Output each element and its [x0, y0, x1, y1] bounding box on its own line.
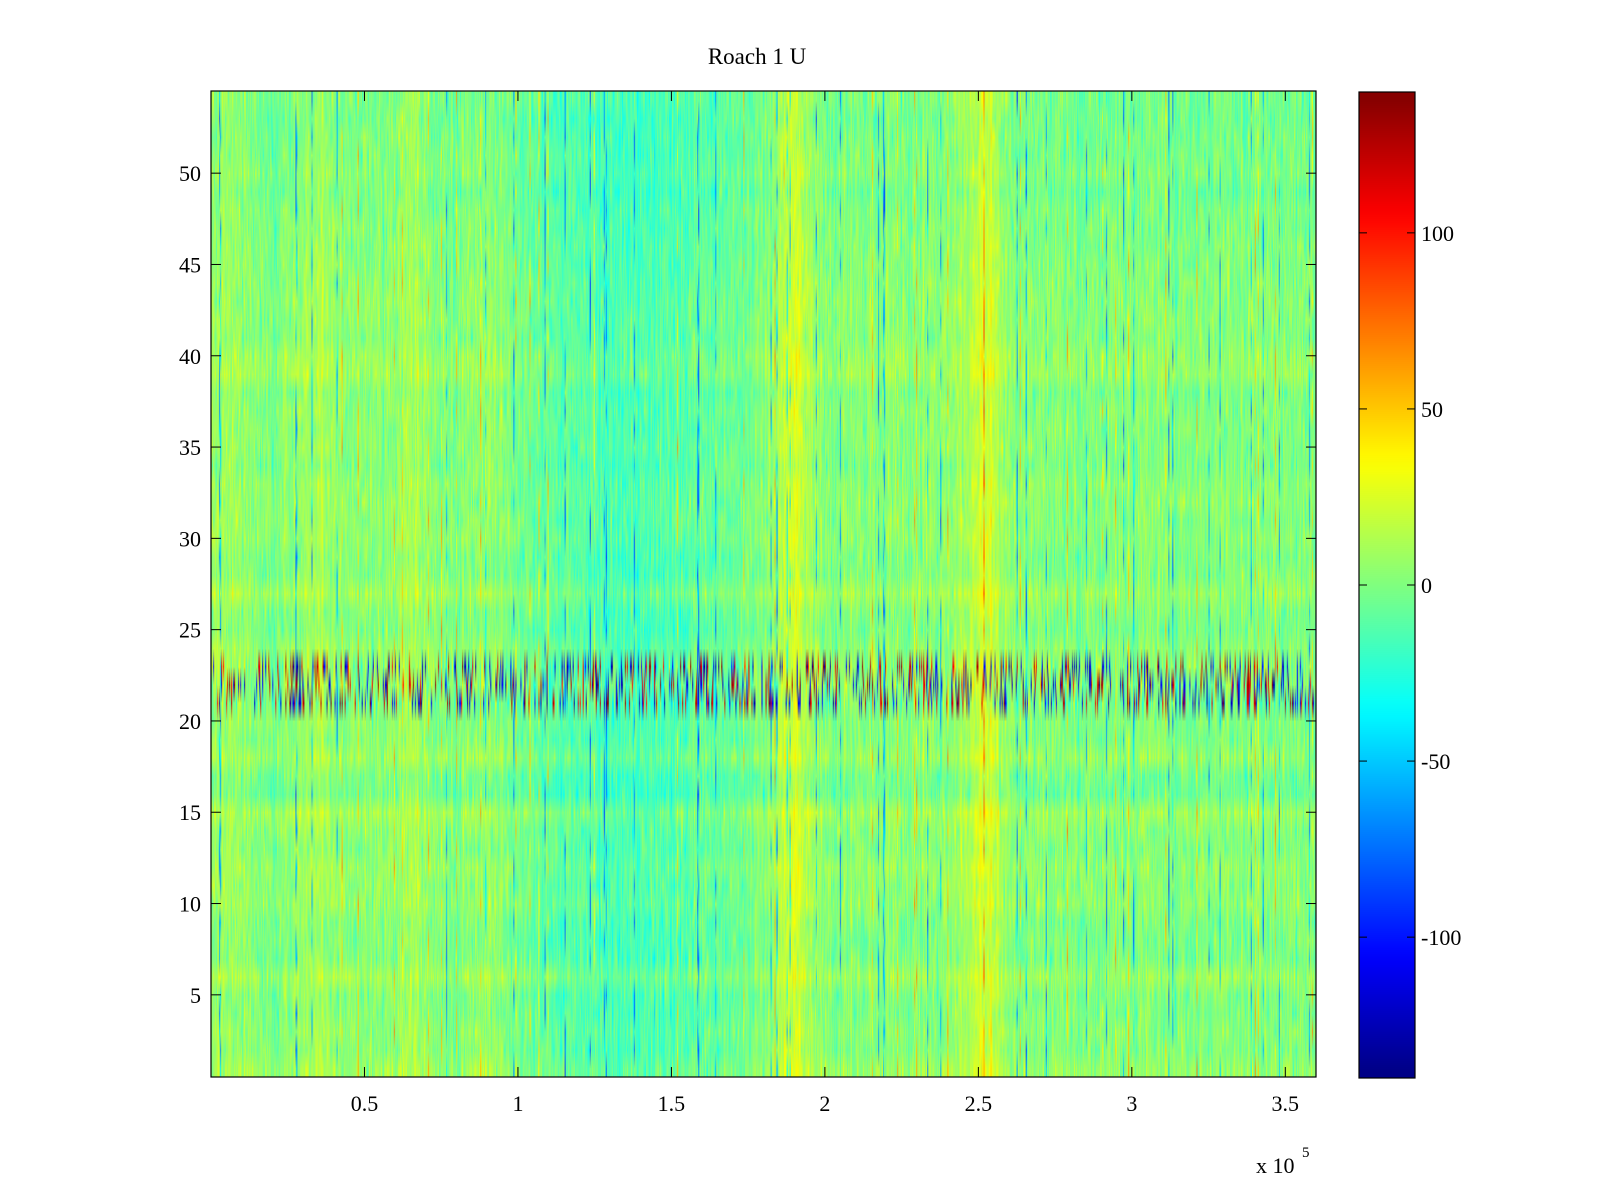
y-tick-label: 5: [190, 983, 201, 1008]
y-tick-label: 30: [179, 526, 201, 551]
y-axis: 5 10 15 20 25 30 35 40 45 50: [179, 161, 1316, 1008]
y-tick-label: 25: [179, 618, 201, 643]
chart-title: Roach 1 U: [708, 44, 807, 69]
x-tick-label: 3.5: [1272, 1091, 1300, 1116]
y-tick-label: 15: [179, 800, 201, 825]
y-tick-label: 35: [179, 435, 201, 460]
colorbar-tick-label: 50: [1421, 397, 1443, 422]
x-scale-exponent: 5: [1302, 1145, 1310, 1161]
plot-frame: [210, 90, 1317, 1078]
x-tick-label: 2.5: [965, 1091, 993, 1116]
x-tick-label: 0.5: [351, 1091, 379, 1116]
y-tick-label: 50: [179, 161, 201, 186]
x-scale-label: x 10 5: [1256, 1145, 1310, 1178]
colorbar-tick-label: 0: [1421, 573, 1432, 598]
y-tick-label: 10: [179, 892, 201, 917]
colorbar-tick-label: 100: [1421, 221, 1454, 246]
y-tick-label: 20: [179, 709, 201, 734]
x-tick-label: 1: [512, 1091, 523, 1116]
x-tick-label: 1.5: [658, 1091, 686, 1116]
colorbar: 100 50 0 -50 -100: [1358, 91, 1461, 1079]
colorbar-axis: 100 50 0 -50 -100: [1359, 221, 1461, 950]
x-tick-label: 2: [819, 1091, 830, 1116]
x-scale-base: x 10: [1256, 1153, 1295, 1178]
colorbar-tick-label: -100: [1421, 925, 1461, 950]
y-tick-label: 40: [179, 344, 201, 369]
y-tick-label: 45: [179, 252, 201, 277]
x-tick-label: 3: [1126, 1091, 1137, 1116]
heatmap-image: [211, 91, 1316, 1077]
heatmap-plot: [210, 90, 1317, 1078]
colorbar-image: [1359, 92, 1415, 1078]
x-axis: 0.5 1 1.5 2 2.5 3 3.5: [351, 91, 1299, 1116]
colorbar-tick-label: -50: [1421, 749, 1450, 774]
